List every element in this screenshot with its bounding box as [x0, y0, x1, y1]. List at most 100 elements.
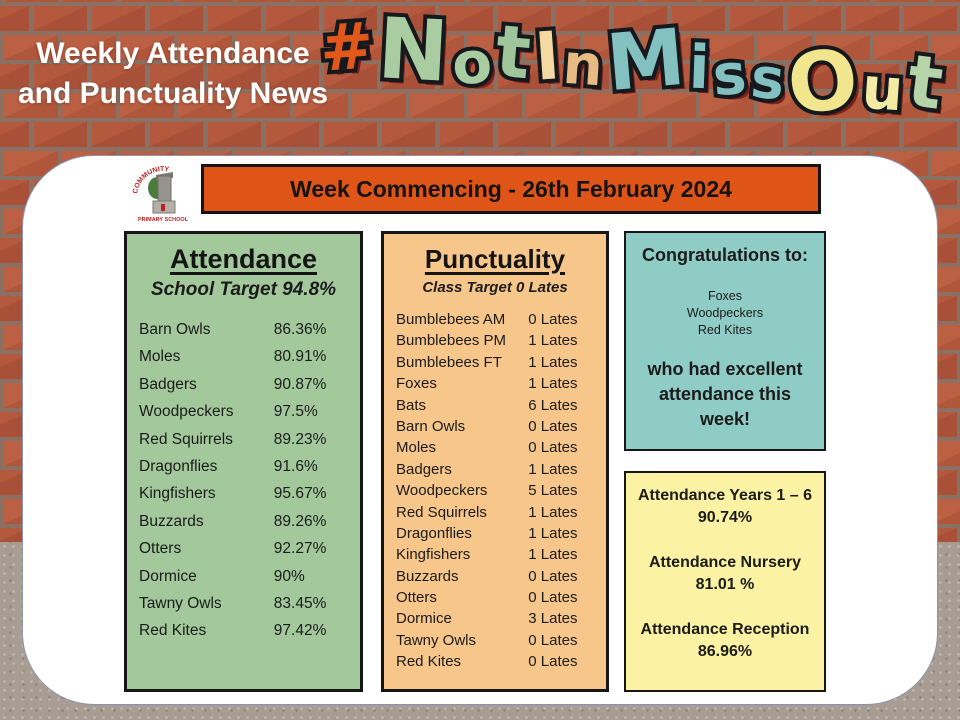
lates-value: 1 Lates [528, 353, 578, 371]
class-name: Woodpeckers [139, 403, 234, 421]
week-banner: Week Commencing - 26th February 2024 [201, 164, 821, 214]
summary-value: 86.96% [697, 643, 753, 660]
attendance-panel: Attendance School Target 94.8% Barn Owls… [124, 231, 363, 692]
class-name: Buzzards [139, 512, 204, 530]
class-name: Otters [396, 589, 437, 607]
attendance-value: 92.27% [273, 540, 327, 558]
punctuality-subtitle: Class Target 0 Lates [422, 279, 568, 296]
logo-letter: t [492, 9, 534, 96]
punctuality-row: Buzzards 0 Lates [384, 568, 606, 589]
summary-value: 90.74% [697, 509, 753, 526]
punctuality-row: Bumblebees PM 1 Lates [384, 332, 606, 353]
class-name: Bats [396, 396, 427, 414]
attendance-subtitle: School Target 94.8% [150, 279, 337, 300]
punctuality-row: Bumblebees FT 1 Lates [384, 354, 606, 375]
lates-value: 3 Lates [528, 610, 578, 628]
class-name: Dormice [396, 610, 452, 628]
summary-label: Attendance Nursery [648, 554, 802, 571]
class-name: Barn Owls [396, 417, 466, 435]
class-name: Dragonflies [139, 457, 218, 475]
lates-value: 1 Lates [528, 375, 578, 393]
punctuality-row: Red Squirrels 1 Lates [384, 504, 606, 525]
attendance-value: 83.45% [273, 594, 327, 612]
attendance-row: Buzzards 89.26% [127, 513, 360, 540]
attendance-value: 97.42% [273, 622, 327, 640]
class-name: Bumblebees AM [396, 311, 506, 328]
attendance-value: 89.26% [273, 512, 327, 530]
logo-letter: I [532, 17, 562, 96]
school-logo: COMMUNITY PRIMARY SCHOOL [132, 166, 189, 223]
logo-letter: u [860, 54, 906, 125]
logo-letter: O [784, 32, 863, 134]
lates-value: 0 Lates [528, 439, 578, 457]
class-name: Badgers [139, 375, 197, 393]
attendance-value: 90.87% [273, 375, 327, 393]
class-name: Tawny Owls [139, 594, 222, 612]
congratulations-panel: Congratulations to: Foxes Woodpeckers Re… [624, 231, 826, 451]
logo-letter: # [317, 9, 376, 87]
attendance-value: 91.6% [273, 457, 318, 475]
congratulated-class: Woodpeckers [686, 306, 764, 320]
punctuality-row: Barn Owls 0 Lates [384, 418, 606, 439]
class-name: Kingfishers [139, 485, 216, 503]
class-name: Otters [139, 540, 182, 558]
attendance-list: Barn Owls 86.36% Moles 80.91% Badgers 90… [127, 321, 360, 650]
lates-value: 0 Lates [528, 631, 578, 649]
congratulations-title: Congratulations to: [642, 245, 808, 265]
class-name: Foxes [396, 375, 437, 393]
class-name: Barn Owls [139, 321, 211, 338]
attendance-row: Otters 92.27% [127, 540, 360, 567]
attendance-row: Woodpeckers 97.5% [127, 403, 360, 430]
class-name: Moles [396, 439, 437, 457]
punctuality-row: Otters 0 Lates [384, 589, 606, 610]
punctuality-row: Moles 0 Lates [384, 439, 606, 460]
attendance-row: Red Squirrels 89.23% [127, 431, 360, 458]
class-name: Red Kites [396, 653, 462, 671]
congratulated-class: Foxes [707, 289, 743, 303]
summary-label: Attendance Years 1 – 6 [637, 487, 813, 504]
logo-letter: N [375, 0, 450, 101]
punctuality-row: Woodpeckers 5 Lates [384, 482, 606, 503]
logo-letter: i [688, 33, 711, 104]
logo-letter: s [711, 42, 749, 109]
summary-item: Attendance Nursery 81.01 % [626, 552, 824, 596]
lates-value: 0 Lates [528, 589, 578, 607]
school-logo-door-icon [161, 204, 165, 211]
punctuality-row: Dormice 3 Lates [384, 610, 606, 631]
attendance-row: Moles 80.91% [127, 348, 360, 375]
attendance-value: 90% [273, 567, 305, 585]
logo-letter: t [903, 38, 947, 126]
class-name: Red Squirrels [139, 430, 233, 448]
logo-letter: M [603, 13, 688, 109]
class-name: Badgers [396, 460, 452, 478]
class-name: Bumblebees PM [396, 332, 507, 350]
summary-label: Attendance Reception [640, 621, 810, 638]
logo-letter: n [561, 32, 605, 100]
class-name: Kingfishers [396, 546, 471, 564]
newsletter-card: COMMUNITY PRIMARY SCHOOL Week Commencing… [22, 155, 938, 705]
page-title-line2: and Punctuality News [17, 77, 329, 110]
congratulations-class-list: Foxes Woodpeckers Red Kites [626, 288, 824, 339]
attendance-value: 89.23% [273, 430, 327, 448]
lates-value: 1 Lates [528, 332, 578, 350]
lates-value: 6 Lates [528, 396, 578, 414]
punctuality-row: Red Kites 0 Lates [384, 653, 606, 674]
attendance-value: 80.91% [273, 348, 327, 366]
school-logo-bottom-text: PRIMARY SCHOOL [138, 217, 189, 223]
class-name: Buzzards [396, 567, 459, 585]
lates-value: 0 Lates [528, 417, 578, 435]
punctuality-row: Foxes 1 Lates [384, 375, 606, 396]
class-name: Woodpeckers [396, 482, 488, 500]
class-name: Tawny Owls [396, 631, 477, 649]
attendance-value: 97.5% [273, 403, 318, 421]
punctuality-row: Tawny Owls 0 Lates [384, 632, 606, 653]
logo-letter: o [450, 28, 495, 99]
attendance-value: 95.67% [273, 485, 327, 503]
lates-value: 1 Lates [528, 460, 578, 478]
week-banner-text: Week Commencing - 26th February 2024 [290, 175, 732, 202]
attendance-title: Attendance [169, 244, 318, 274]
summary-value: 81.01 % [695, 576, 755, 593]
lates-value: 0 Lates [528, 311, 578, 328]
attendance-value: 86.36% [273, 321, 327, 338]
